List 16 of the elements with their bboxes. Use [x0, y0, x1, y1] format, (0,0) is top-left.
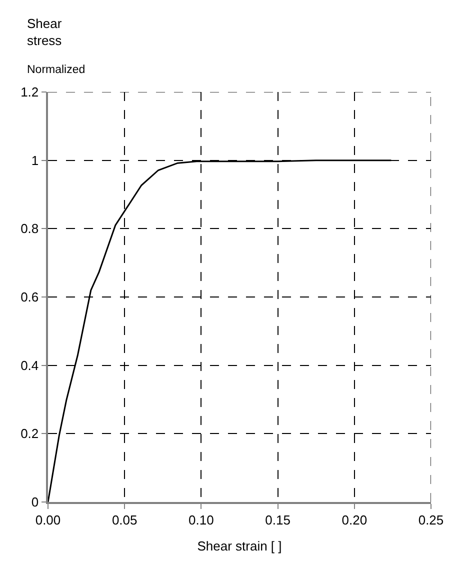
y-tick-label: 0: [31, 494, 39, 510]
y-tick-label: 0.6: [20, 290, 39, 305]
x-tick-label: 0.10: [188, 512, 214, 528]
y-tick-label: 0.4: [20, 358, 39, 373]
x-tick-label: 0.05: [112, 512, 138, 528]
x-tick-label: 0.20: [342, 512, 368, 528]
text: Normalized: [27, 64, 86, 76]
y-tick-label: 0.2: [20, 426, 39, 442]
x-axis-title: Shear strain [ ]: [197, 538, 282, 554]
x-tick-label: 0.25: [418, 512, 444, 528]
y-axis-title: Shear stress: [27, 16, 62, 48]
x-tick-label: 0.00: [35, 512, 61, 528]
y-tick-label: 1: [31, 152, 39, 168]
y-tick-label: 0.8: [20, 221, 39, 236]
x-tick-label: 0.15: [265, 512, 290, 528]
y-tick-label: 1.2: [20, 84, 39, 100]
